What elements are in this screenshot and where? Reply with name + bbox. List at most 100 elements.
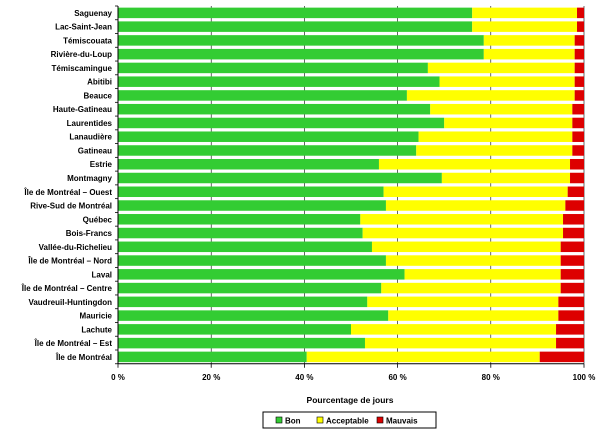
category-label: Lac-Saint-Jean xyxy=(55,23,112,32)
bar-segment-acceptable xyxy=(360,214,564,225)
bar-segment-bon xyxy=(118,324,351,335)
bar-segment-mauvais xyxy=(577,7,584,19)
legend-swatch-mauvais xyxy=(376,416,384,424)
x-axis-ticks: 0 % 20 % 40 % 60 % 80 % 100 % xyxy=(111,5,595,382)
x-tick-label: 0 % xyxy=(111,373,125,382)
bar-segment-bon xyxy=(118,21,473,32)
category-label: Île de Montréal xyxy=(55,353,112,362)
bar-segment-acceptable xyxy=(364,337,557,349)
gridlines xyxy=(210,6,585,364)
bar-segment-mauvais xyxy=(567,186,584,198)
bar-segment-bon xyxy=(118,103,431,115)
bar-segment-mauvais xyxy=(539,351,584,363)
category-label: Lachute xyxy=(81,325,112,334)
bar-segment-acceptable xyxy=(378,158,571,170)
bar-segment-mauvais xyxy=(560,255,584,266)
category-label: Estrie xyxy=(90,160,113,169)
category-label: Vaudreuil-Huntingdon xyxy=(28,298,112,307)
category-label: Témiscouata xyxy=(63,36,112,45)
bar-segment-bon xyxy=(118,172,442,184)
bar-segment-mauvais xyxy=(572,103,584,115)
category-labels: Saguenay Lac-Saint-Jean Témiscouata Rivière… xyxy=(21,9,113,362)
bar-segment-mauvais xyxy=(574,62,584,74)
bar-segment-mauvais xyxy=(577,21,584,32)
bar-segment-acceptable xyxy=(367,296,559,308)
x-tick-label: 80 % xyxy=(482,373,500,382)
bar-segment-acceptable xyxy=(306,351,540,363)
bar-segment-bon xyxy=(118,35,484,46)
bar-segment-mauvais xyxy=(574,90,584,101)
bar-segment-mauvais xyxy=(558,310,584,321)
bar-segment-bon xyxy=(118,337,365,349)
bar-segment-bon xyxy=(118,158,379,170)
bar-segment-bon xyxy=(118,7,473,19)
x-tick-label: 60 % xyxy=(388,373,406,382)
bar-segment-mauvais xyxy=(572,145,584,156)
category-label: Lanaudière xyxy=(69,133,112,142)
bar-segment-mauvais xyxy=(574,76,584,87)
bar-segment-acceptable xyxy=(404,269,561,280)
bar-segment-mauvais xyxy=(556,324,584,335)
category-label: Rivière-du-Loup xyxy=(51,50,112,59)
bar-segment-acceptable xyxy=(483,48,575,60)
bar-segment-acceptable xyxy=(381,282,561,294)
x-axis-title: Pourcentage de jours xyxy=(307,395,394,405)
bar-segment-mauvais xyxy=(570,172,584,184)
category-label: Montmagny xyxy=(67,174,112,183)
bar-segment-acceptable xyxy=(418,131,573,142)
bar-segment-acceptable xyxy=(472,21,578,32)
bar-segment-acceptable xyxy=(385,200,566,211)
bar-segment-bon xyxy=(118,310,389,321)
bar-segment-mauvais xyxy=(570,158,584,170)
bar-segment-mauvais xyxy=(563,214,584,225)
bar-segment-acceptable xyxy=(472,7,578,19)
category-label: Laval xyxy=(92,270,112,279)
bar-segment-bon xyxy=(118,131,419,142)
bar-segment-mauvais xyxy=(560,269,584,280)
bar-segment-bon xyxy=(118,282,382,294)
bar-segment-mauvais xyxy=(574,35,584,46)
x-tick-label: 20 % xyxy=(202,373,220,382)
bar-segment-bon xyxy=(118,186,384,198)
legend-label-acceptable: Acceptable xyxy=(326,417,369,426)
bar-segment-bon xyxy=(118,296,368,308)
bar-segment-acceptable xyxy=(388,310,559,321)
legend-label-mauvais: Mauvais xyxy=(386,417,418,426)
category-label: Île de Montréal – Ouest xyxy=(23,188,112,197)
bar-segment-bon xyxy=(118,255,386,266)
bar-segment-acceptable xyxy=(427,62,575,74)
bar-segment-mauvais xyxy=(560,241,584,253)
bar-segment-acceptable xyxy=(416,145,573,156)
bar-segment-mauvais xyxy=(572,117,584,129)
bar-segment-mauvais xyxy=(572,131,584,142)
bar-segment-acceptable xyxy=(406,90,575,101)
bar-segment-bon xyxy=(118,351,307,363)
category-label: Mauricie xyxy=(80,312,113,321)
bar-segment-mauvais xyxy=(556,337,584,349)
category-label: Saguenay xyxy=(74,9,112,18)
bar-segment-acceptable xyxy=(444,117,573,129)
bar-segment-mauvais xyxy=(565,200,584,211)
bar-segment-bon xyxy=(118,200,386,211)
category-label: Beauce xyxy=(84,91,113,100)
bar-segment-bon xyxy=(118,145,417,156)
category-label: Témiscamingue xyxy=(52,64,113,73)
bar-segment-acceptable xyxy=(483,35,575,46)
bar-segment-bon xyxy=(118,48,484,60)
legend-swatch-bon xyxy=(275,416,283,424)
bar-series xyxy=(118,7,584,363)
category-label: Île de Montréal – Est xyxy=(34,339,113,348)
category-label: Vallée-du-Richelieu xyxy=(39,243,112,252)
bar-segment-acceptable xyxy=(351,324,557,335)
bar-segment-acceptable xyxy=(385,255,561,266)
category-label: Abitibi xyxy=(87,78,112,87)
bar-segment-bon xyxy=(118,227,363,239)
bar-segment-acceptable xyxy=(441,172,571,184)
bar-segment-bon xyxy=(118,117,445,129)
bar-segment-mauvais xyxy=(574,48,584,60)
bar-segment-acceptable xyxy=(371,241,561,253)
bar-segment-bon xyxy=(118,241,372,253)
bar-segment-bon xyxy=(118,214,361,225)
legend-frame xyxy=(262,411,437,429)
